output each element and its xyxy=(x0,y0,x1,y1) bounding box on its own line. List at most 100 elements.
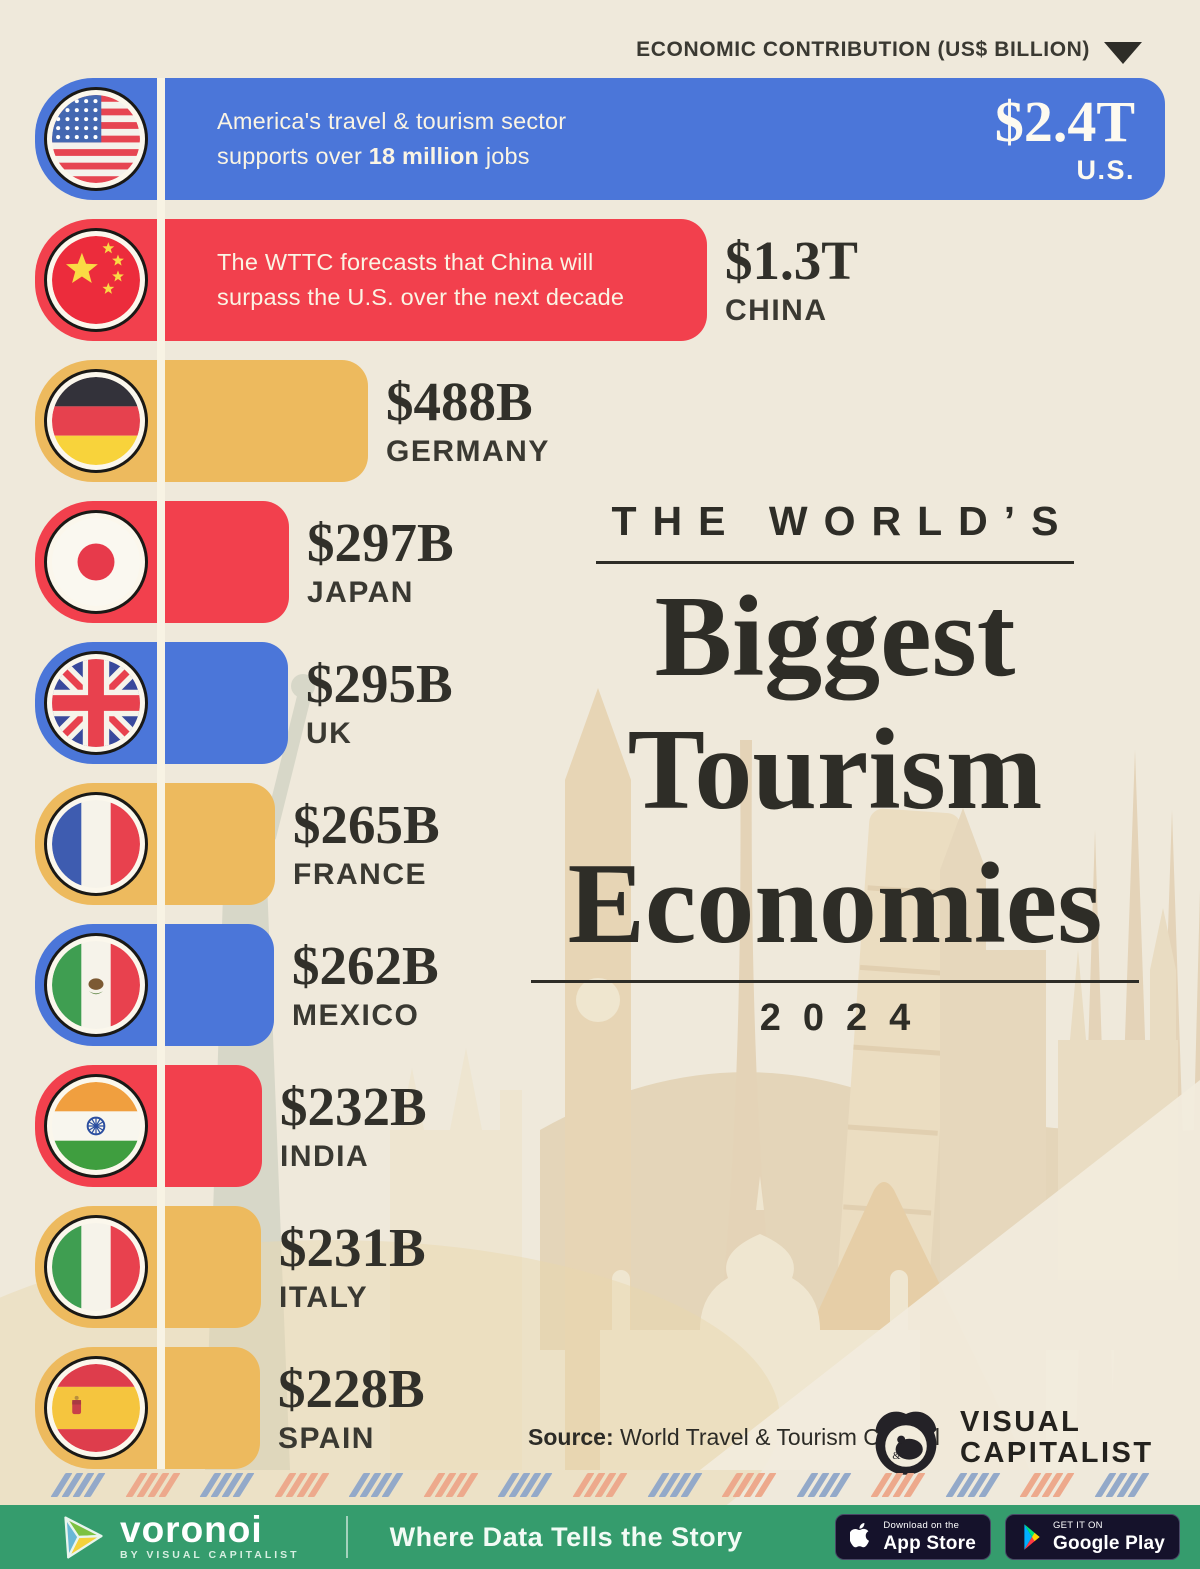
voronoi-wordmark: voronoi xyxy=(120,1508,263,1550)
visual-capitalist-icon: & xyxy=(875,1411,937,1475)
stripe-group xyxy=(647,1473,702,1497)
axis-gap xyxy=(157,642,165,764)
japan-flag-icon xyxy=(44,510,148,614)
stripe-group xyxy=(870,1473,926,1497)
value-label-india: $232B INDIA xyxy=(280,1065,427,1187)
value-text: $297B xyxy=(307,511,454,573)
bar-us: America's travel & tourism sector support… xyxy=(165,78,1165,200)
value-label-uk: $295B UK xyxy=(306,642,453,764)
bar-row-us: America's travel & tourism sector support… xyxy=(35,78,1165,200)
title-line-2: Tourism xyxy=(627,706,1043,835)
bar-row-france: $265B FRANCE xyxy=(35,783,1165,905)
bar-china: The WTTC forecasts that China will surpas… xyxy=(165,219,707,341)
chart-axis-header: ECONOMIC CONTRIBUTION (US$ BILLION) xyxy=(636,36,1142,64)
source-prefix: Source: xyxy=(528,1424,614,1450)
google-play-icon xyxy=(1024,1524,1040,1550)
mexico-flag-icon xyxy=(44,933,148,1037)
title-kicker: THE WORLD’S xyxy=(595,498,1075,564)
title-line-3: Economies xyxy=(567,839,1103,968)
value-label-china: $1.3T CHINA xyxy=(725,219,858,341)
country-name: SPAIN xyxy=(278,1421,375,1455)
google-play-badge-big-text: Google Play xyxy=(1052,1532,1165,1554)
title-line-1: Biggest xyxy=(654,573,1016,701)
bar-rows: America's travel & tourism sector support… xyxy=(35,78,1165,1469)
country-name: ITALY xyxy=(279,1280,369,1314)
stripe-group xyxy=(497,1473,553,1497)
stripe-group xyxy=(945,1473,1001,1497)
app-store-badge[interactable]: Download on the App Store xyxy=(835,1514,991,1560)
app-store-badge-small-text: Download on the xyxy=(883,1520,960,1532)
axis-gap xyxy=(157,360,165,482)
bar-row-spain: $228B SPAIN xyxy=(35,1347,1165,1469)
country-name: FRANCE xyxy=(293,857,427,891)
flag-badge-mexico xyxy=(35,924,157,1046)
bar-row-uk: $295B UK xyxy=(35,642,1165,764)
annotation-us: America's travel & tourism sector support… xyxy=(217,107,567,169)
footer-divider xyxy=(345,1516,348,1558)
spain-flag-icon xyxy=(44,1356,148,1460)
uk-flag-icon xyxy=(44,651,148,755)
flag-badge-uk xyxy=(35,642,157,764)
axis-gap xyxy=(157,501,165,623)
axis-title: ECONOMIC CONTRIBUTION (US$ BILLION) xyxy=(636,38,1090,61)
sort-descending-arrow-icon xyxy=(1104,42,1142,64)
title-year: 2024 xyxy=(759,997,933,1040)
stripe-group xyxy=(274,1473,330,1497)
stripe-group xyxy=(423,1473,479,1497)
stripe-group xyxy=(199,1473,255,1497)
axis-baseline xyxy=(157,78,165,1469)
bar-row-india: $232B INDIA xyxy=(35,1065,1165,1187)
value-text: $295B xyxy=(306,652,453,714)
value-label-us: $2.4T U.S. xyxy=(994,88,1165,186)
axis-gap xyxy=(157,783,165,905)
flag-badge-italy xyxy=(35,1206,157,1328)
country-name: JAPAN xyxy=(307,575,414,609)
value-text: $265B xyxy=(293,793,440,855)
stripe-group xyxy=(348,1473,404,1497)
axis-gap xyxy=(157,78,165,200)
bar-japan xyxy=(165,501,289,623)
value-text: $2.4T xyxy=(994,88,1135,154)
value-label-italy: $231B ITALY xyxy=(279,1206,426,1328)
stripe-group xyxy=(50,1473,106,1497)
bar-uk xyxy=(165,642,288,764)
stripe-group xyxy=(125,1473,181,1497)
footer-tagline: Where Data Tells the Story xyxy=(389,1521,743,1552)
axis-gap xyxy=(157,219,165,341)
flag-badge-china xyxy=(35,219,157,341)
visual-capitalist-wordmark: VISUAL CAPITALIST xyxy=(960,1405,1154,1469)
flag-badge-us xyxy=(35,78,157,200)
bar-row-china: The WTTC forecasts that China will surpas… xyxy=(35,219,1165,341)
bar-row-germany: $488B GERMANY xyxy=(35,360,1165,482)
stripe-group xyxy=(572,1473,628,1497)
germany-flag-icon xyxy=(44,369,148,473)
svg-text:&: & xyxy=(892,1451,900,1462)
bar-germany xyxy=(165,360,368,482)
flag-badge-germany xyxy=(35,360,157,482)
value-text: $231B xyxy=(279,1216,426,1278)
flag-badge-spain xyxy=(35,1347,157,1469)
value-text: $232B xyxy=(280,1075,427,1137)
chart-title-block: THE WORLD’S Biggest Tourism Economies 20… xyxy=(505,498,1165,1040)
india-flag-icon xyxy=(44,1074,148,1178)
country-name: UK xyxy=(306,716,353,750)
bar-row-italy: $231B ITALY xyxy=(35,1206,1165,1328)
google-play-badge[interactable]: GET IT ON Google Play xyxy=(1004,1514,1180,1560)
annotation-china: The WTTC forecasts that China will surpas… xyxy=(217,248,625,310)
value-text: $1.3T xyxy=(725,229,858,291)
italy-flag-icon xyxy=(44,1215,148,1319)
axis-gap xyxy=(157,1206,165,1328)
france-flag-icon xyxy=(44,792,148,896)
google-play-badge-small-text: GET IT ON xyxy=(1052,1520,1103,1532)
country-name: MEXICO xyxy=(292,998,420,1032)
value-label-mexico: $262B MEXICO xyxy=(292,924,439,1046)
apple-icon xyxy=(850,1523,870,1548)
value-label-france: $265B FRANCE xyxy=(293,783,440,905)
stripe-group xyxy=(721,1473,777,1497)
stripe-group xyxy=(1019,1473,1075,1497)
voronoi-logo-icon xyxy=(64,1516,103,1559)
stripe-group xyxy=(1094,1473,1150,1497)
axis-gap xyxy=(157,924,165,1046)
value-label-germany: $488B GERMANY xyxy=(386,360,550,482)
